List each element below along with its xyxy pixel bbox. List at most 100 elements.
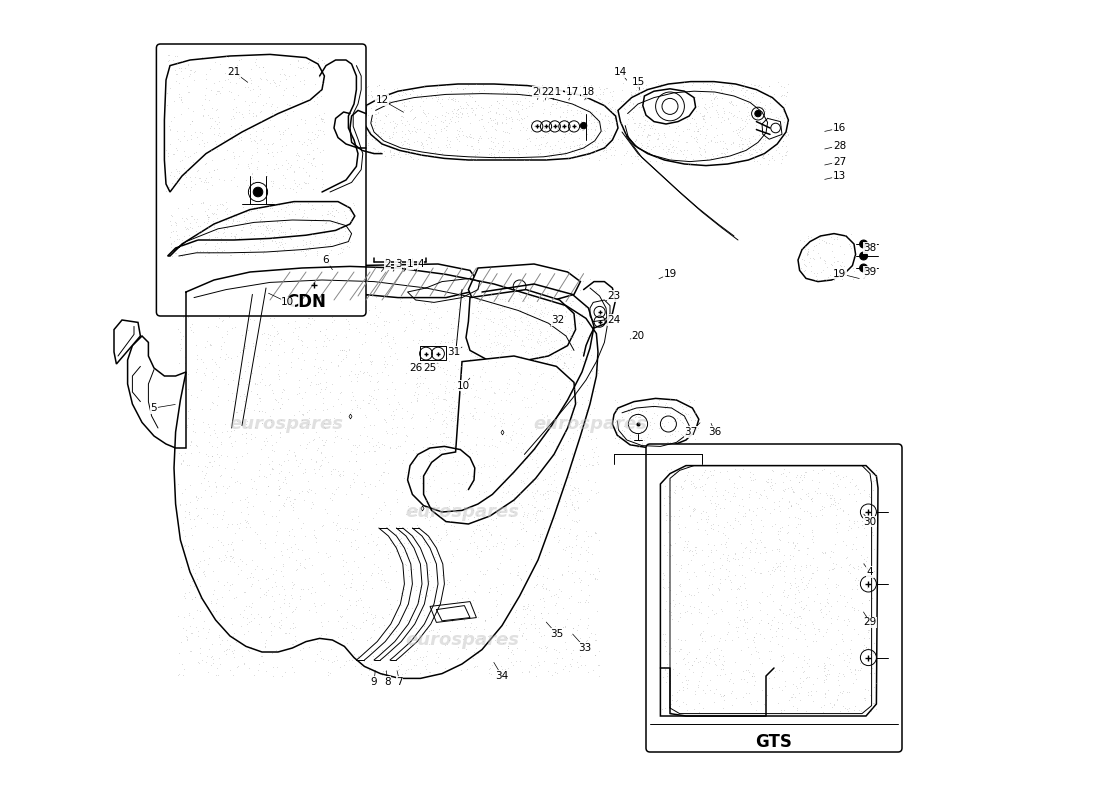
- Point: [789, 537, 806, 550]
- Point: [284, 81, 301, 94]
- Point: [529, 337, 547, 350]
- Point: [451, 470, 469, 483]
- Point: [195, 196, 212, 209]
- Point: [789, 469, 806, 482]
- Point: [216, 74, 233, 86]
- Point: [557, 282, 574, 295]
- Point: [845, 602, 862, 614]
- Point: [597, 144, 615, 157]
- Point: [752, 90, 770, 103]
- Point: [398, 137, 416, 150]
- Point: [551, 286, 569, 298]
- Point: [405, 612, 422, 625]
- Point: [490, 136, 507, 149]
- Point: [596, 110, 614, 122]
- Point: [494, 138, 512, 151]
- Point: [503, 434, 520, 446]
- Point: [406, 314, 424, 326]
- Point: [196, 103, 213, 116]
- Point: [514, 394, 531, 406]
- Point: [223, 321, 241, 334]
- Point: [343, 573, 361, 586]
- Point: [632, 425, 650, 438]
- Point: [804, 252, 822, 265]
- Point: [248, 125, 265, 138]
- Point: [261, 378, 278, 390]
- Point: [579, 330, 596, 343]
- Point: [629, 128, 647, 141]
- Point: [667, 598, 684, 610]
- Point: [345, 647, 363, 660]
- Point: [843, 634, 860, 646]
- Point: [348, 595, 365, 608]
- Point: [204, 650, 221, 662]
- Point: [392, 531, 409, 544]
- Point: [821, 228, 838, 241]
- Point: [558, 473, 575, 486]
- Point: [283, 541, 300, 554]
- Point: [532, 465, 550, 478]
- Point: [236, 390, 254, 403]
- Point: [563, 497, 581, 510]
- Point: [867, 686, 884, 699]
- Polygon shape: [258, 264, 396, 302]
- Point: [463, 321, 481, 334]
- Point: [170, 498, 188, 510]
- Point: [631, 410, 649, 423]
- Point: [221, 249, 239, 262]
- Point: [287, 448, 305, 461]
- Point: [242, 614, 260, 627]
- Point: [499, 295, 517, 308]
- Point: [387, 103, 405, 116]
- Point: [634, 138, 651, 151]
- Point: [249, 136, 266, 149]
- Point: [569, 120, 586, 133]
- Point: [304, 158, 321, 171]
- Point: [557, 127, 574, 140]
- Point: [311, 386, 329, 398]
- Point: [451, 393, 469, 406]
- Point: [497, 353, 515, 366]
- Point: [216, 304, 233, 317]
- Point: [486, 419, 504, 432]
- Point: [187, 558, 205, 571]
- Point: [466, 330, 484, 342]
- Point: [399, 144, 417, 157]
- Point: [645, 99, 662, 112]
- Text: 4: 4: [867, 567, 873, 577]
- Point: [397, 507, 415, 520]
- Point: [818, 684, 836, 697]
- Point: [461, 131, 478, 144]
- Point: [825, 250, 843, 263]
- Point: [780, 694, 798, 706]
- Point: [265, 205, 283, 218]
- Point: [430, 446, 448, 459]
- Point: [414, 137, 431, 150]
- Point: [564, 109, 582, 122]
- Point: [703, 578, 720, 590]
- Point: [210, 311, 228, 324]
- Point: [705, 130, 723, 143]
- Point: [608, 436, 626, 449]
- Point: [177, 630, 195, 642]
- Point: [349, 594, 366, 606]
- Point: [563, 85, 581, 98]
- Point: [564, 622, 582, 635]
- Point: [728, 625, 746, 638]
- Point: [492, 556, 509, 569]
- Point: [213, 245, 231, 258]
- Point: [275, 558, 293, 570]
- Point: [459, 466, 476, 478]
- Point: [263, 235, 280, 248]
- Point: [499, 286, 517, 298]
- Point: [440, 576, 458, 589]
- Point: [744, 474, 761, 487]
- Point: [616, 433, 634, 446]
- Point: [493, 490, 510, 503]
- Point: [580, 146, 597, 158]
- Point: [420, 325, 438, 338]
- Point: [802, 264, 820, 277]
- Point: [378, 358, 396, 370]
- Point: [826, 698, 844, 710]
- Point: [209, 237, 227, 250]
